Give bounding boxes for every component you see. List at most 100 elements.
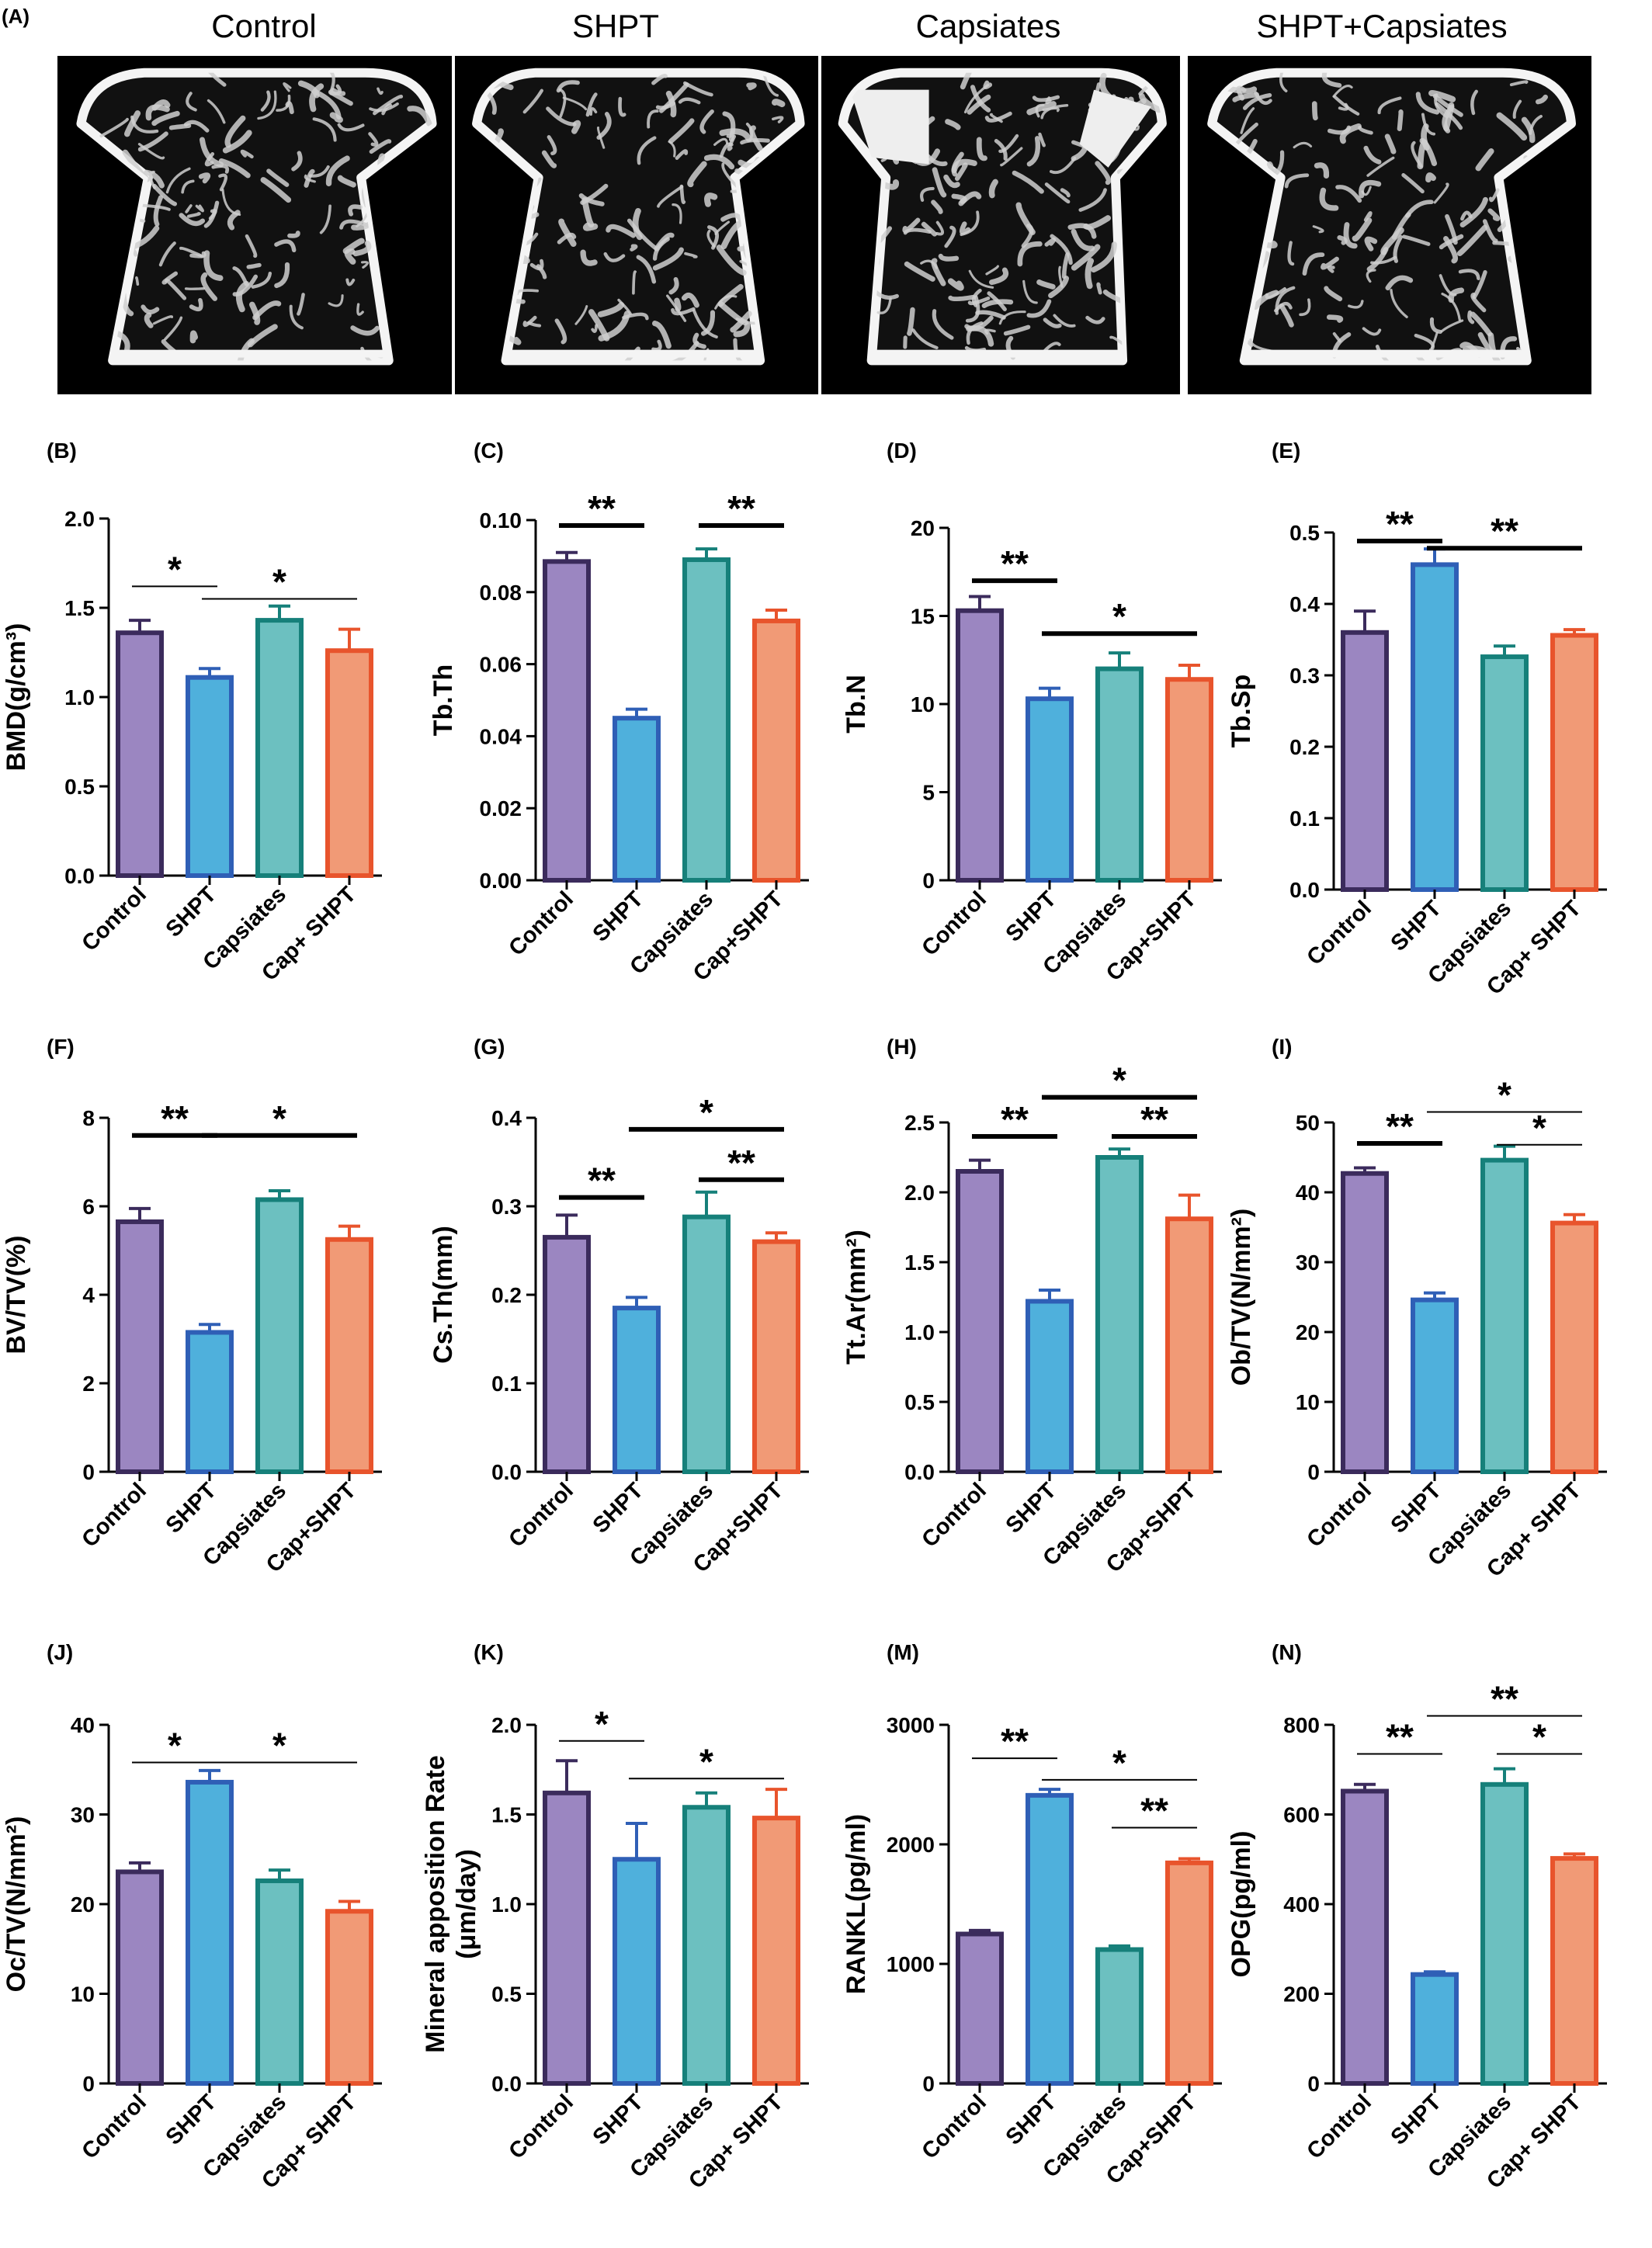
y-tick-label: 10: [71, 1983, 95, 2007]
y-tick-label: 0.04: [480, 724, 522, 748]
y-axis-label: OPG(pg/ml): [1227, 1831, 1256, 1978]
bar-shpt: [1411, 1972, 1459, 2086]
significance-marker: **: [1491, 511, 1518, 551]
bar-shpt: [186, 1330, 234, 1474]
x-tick-label: Control: [504, 886, 578, 961]
significance-marker: *: [699, 1092, 713, 1133]
y-tick-label: 0.08: [480, 581, 522, 605]
chart-c: (C) 0.00 0.02 0.04 0.06 0.08 0.10 Tb.Th Control S…: [429, 439, 809, 986]
y-tick-label: 0.06: [480, 653, 522, 677]
y-tick-label: 0.4: [491, 1106, 522, 1130]
y-tick-label: 0: [922, 869, 935, 893]
x-tick-label: Control: [1302, 1478, 1376, 1552]
bar-capsiates: [682, 1805, 731, 2086]
x-tick-label: SHPT: [588, 886, 649, 947]
chart-h: (H) 0.0 0.5 1.0 1.5 2.0 2.5 Tt.Ar(mm²) Control SH…: [842, 1035, 1222, 1577]
y-tick-label: 0.0: [1289, 878, 1320, 902]
bar-cap-shpt: [1550, 633, 1598, 892]
significance-marker: *: [168, 549, 182, 589]
group-title-shpt-capsiates: SHPT+Capsiates: [1256, 8, 1508, 44]
y-tick-label: 2: [82, 1372, 95, 1396]
x-tick-label: Control: [1302, 2090, 1376, 2164]
significance-marker: *: [1532, 1108, 1546, 1148]
bar-shpt: [613, 1857, 661, 2086]
significance-marker: *: [272, 1098, 286, 1139]
y-tick-label: 1.5: [64, 596, 95, 620]
y-tick-label: 20: [1296, 1320, 1320, 1344]
panel-label: (M): [887, 1640, 919, 1664]
bar-capsiates: [1480, 654, 1529, 893]
bar-shpt: [613, 1306, 661, 1474]
significance-marker: **: [1001, 543, 1029, 584]
bar-capsiates: [682, 1214, 731, 1475]
bar-cap-shpt: [325, 1909, 373, 2086]
bar-control: [543, 1234, 591, 1475]
y-tick-label: 0.5: [904, 1390, 935, 1414]
group-title-shpt: SHPT: [571, 8, 659, 44]
y-tick-label: 1.5: [491, 1803, 522, 1827]
significance-marker: *: [1112, 596, 1126, 637]
y-axis-label: RANKL(pg/ml): [842, 1814, 871, 1994]
bar-capsiates: [682, 557, 731, 883]
y-tick-label: 2000: [887, 1833, 935, 1857]
bone-section-drawing: [472, 68, 805, 366]
y-tick-label: 0.0: [64, 864, 95, 888]
bar-capsiates: [255, 618, 304, 878]
y-tick-label: 1.5: [904, 1251, 935, 1275]
y-tick-label: 40: [1296, 1181, 1320, 1205]
panel-a-header: (A) Control SHPT Capsiates SHPT+Capsiate…: [0, 0, 1652, 47]
y-tick-label: 20: [911, 516, 935, 540]
y-axis-label: Tb.Sp: [1227, 675, 1256, 748]
bar-cap-shpt: [325, 1237, 373, 1474]
bar-cap-shpt: [752, 1239, 800, 1474]
y-tick-label: 0.0: [491, 1460, 522, 1484]
y-tick-label: 10: [911, 692, 935, 716]
panel-label: (K): [474, 1640, 504, 1664]
y-tick-label: 0.5: [491, 1983, 522, 2007]
bar-capsiates: [1095, 1155, 1144, 1474]
bar-shpt: [1411, 562, 1459, 893]
micro-ct-image-capsiates: [821, 56, 1180, 394]
bar-cap-shpt: [1550, 1220, 1598, 1474]
bar-control: [956, 608, 1004, 883]
bar-capsiates: [1480, 1781, 1529, 2087]
x-tick-label: SHPT: [161, 1478, 222, 1539]
y-tick-label: 0.4: [1289, 592, 1320, 616]
bar-capsiates: [1480, 1157, 1529, 1474]
y-tick-label: 0.3: [1289, 664, 1320, 688]
x-tick-label: Control: [917, 1478, 991, 1552]
bar-cap-shpt: [1165, 677, 1213, 883]
y-tick-label: 6: [82, 1195, 95, 1219]
bar-control: [116, 1219, 164, 1474]
bar-shpt: [1411, 1297, 1459, 1474]
y-tick-label: 0.2: [491, 1283, 522, 1307]
bar-control: [1341, 1171, 1389, 1474]
bar-control: [1341, 630, 1389, 892]
x-tick-label: SHPT: [161, 2090, 222, 2150]
significance-marker: *: [595, 1704, 609, 1744]
bar-control: [116, 630, 164, 878]
bar-control: [1341, 1788, 1389, 2086]
x-tick-label: Control: [77, 2090, 151, 2164]
y-tick-label: 1000: [887, 1952, 935, 1976]
bar-shpt: [613, 716, 661, 883]
significance-marker: **: [588, 488, 616, 529]
y-axis-label: Tb.Th: [429, 664, 458, 737]
y-tick-label: 0.5: [64, 775, 95, 799]
y-tick-label: 0: [1307, 1460, 1320, 1484]
significance-marker: *: [272, 562, 286, 602]
bar-cap-shpt: [752, 618, 800, 883]
bar-control: [116, 1869, 164, 2086]
bar-capsiates: [255, 1878, 304, 2086]
panel-label: (E): [1272, 439, 1300, 463]
significance-marker: **: [1386, 1717, 1414, 1757]
significance-marker: **: [727, 1143, 755, 1183]
bar-capsiates: [1095, 1947, 1144, 2087]
y-axis-label: Oc/TV(N/mm²): [2, 1816, 31, 1993]
y-tick-label: 400: [1283, 1892, 1320, 1917]
panel-label: (D): [887, 439, 917, 463]
y-tick-label: 2.0: [491, 1713, 522, 1737]
y-tick-label: 2.0: [904, 1181, 935, 1205]
